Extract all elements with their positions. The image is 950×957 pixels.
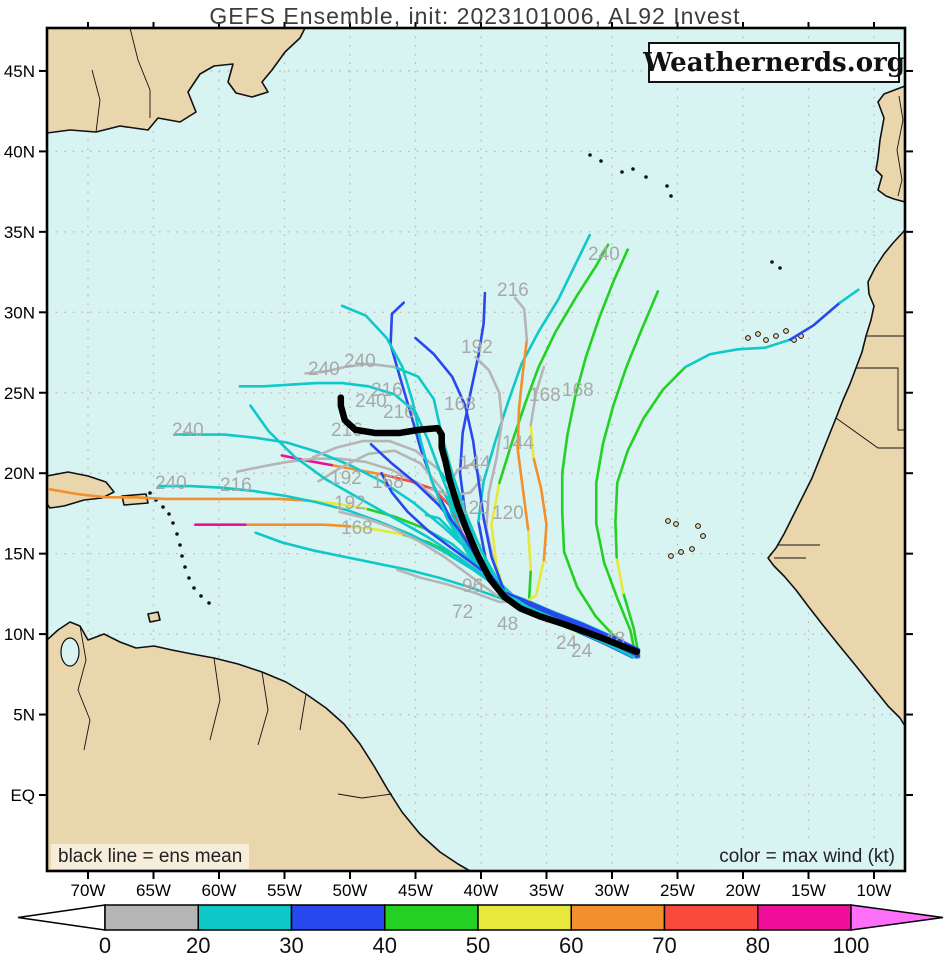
svg-text:50W: 50W (333, 881, 368, 900)
svg-text:192: 192 (334, 493, 366, 514)
svg-text:216: 216 (383, 402, 415, 423)
colorbar-seg-80-100 (757, 904, 852, 931)
colorbar-seg-50-60 (477, 904, 572, 931)
svg-text:192: 192 (330, 468, 362, 489)
colorbar-tick: 30 (279, 933, 303, 957)
svg-text:240: 240 (308, 359, 340, 380)
svg-text:240: 240 (172, 420, 204, 441)
svg-text:240: 240 (155, 473, 187, 494)
svg-text:40N: 40N (4, 142, 35, 161)
colorbar-tick: 40 (373, 933, 397, 957)
svg-text:65W: 65W (136, 881, 171, 900)
svg-text:30N: 30N (4, 303, 35, 322)
wind-colorbar: 0 20 30 40 50 60 70 80 100 (0, 898, 950, 957)
svg-text:240: 240 (344, 351, 376, 372)
legend-max-wind: color = max wind (kt) (712, 844, 902, 869)
svg-text:144: 144 (502, 433, 534, 454)
colorbar-tick: 60 (559, 933, 583, 957)
colorbar-seg-0-20 (104, 904, 199, 931)
colorbar-tick: 70 (652, 933, 676, 957)
svg-text:120: 120 (458, 498, 490, 519)
map-frame (45, 26, 907, 873)
svg-text:70W: 70W (71, 881, 106, 900)
colorbar-tick: 0 (99, 933, 111, 957)
svg-text:45W: 45W (398, 881, 433, 900)
colorbar-tick: 80 (746, 933, 770, 957)
ensemble-mean-track (337, 394, 641, 656)
colorbar-seg-30-40 (290, 904, 386, 931)
svg-text:168: 168 (341, 518, 373, 539)
svg-text:35N: 35N (4, 223, 35, 242)
watermark-box: Weathernerds.org (643, 42, 905, 83)
svg-text:216: 216 (497, 280, 529, 301)
svg-text:EQ: EQ (10, 786, 35, 805)
svg-text:216: 216 (220, 475, 252, 496)
svg-text:96: 96 (462, 576, 483, 597)
legend-ens-mean-text: black line = ens mean (58, 846, 243, 867)
colorbar-tick: 20 (186, 933, 210, 957)
svg-text:192: 192 (461, 337, 493, 358)
svg-text:35W: 35W (529, 881, 564, 900)
svg-text:5N: 5N (13, 706, 35, 725)
svg-text:10W: 10W (857, 881, 892, 900)
svg-text:144: 144 (459, 453, 491, 474)
svg-text:120: 120 (492, 503, 524, 524)
colorbar-canvas: 0 20 30 40 50 60 70 80 100 (17, 904, 944, 957)
svg-text:45N: 45N (4, 62, 35, 81)
svg-text:25W: 25W (660, 881, 695, 900)
svg-text:55W: 55W (267, 881, 302, 900)
svg-text:40W: 40W (464, 881, 499, 900)
svg-text:240: 240 (355, 391, 387, 412)
svg-text:20N: 20N (4, 464, 35, 483)
svg-text:25N: 25N (4, 384, 35, 403)
watermark-text: Weathernerds.org (643, 47, 905, 78)
chart-title: GEFS Ensemble, init: 2023101006, AL92 In… (209, 3, 741, 29)
legend-ens-mean: black line = ens mean (51, 844, 250, 869)
colorbar-seg-60-70 (570, 904, 666, 931)
colorbar-right-arrow (850, 904, 944, 931)
svg-text:20W: 20W (726, 881, 761, 900)
colorbar-tick: 100 (833, 933, 870, 957)
legend-max-wind-text: color = max wind (kt) (719, 846, 895, 867)
svg-text:168: 168 (444, 394, 476, 415)
svg-text:60W: 60W (202, 881, 237, 900)
svg-text:48: 48 (497, 614, 518, 635)
svg-text:168: 168 (529, 385, 561, 406)
svg-text:168: 168 (562, 380, 594, 401)
lake-maracaibo (60, 637, 80, 667)
svg-text:24: 24 (571, 641, 593, 662)
svg-text:10N: 10N (4, 625, 35, 644)
svg-text:72: 72 (452, 602, 473, 623)
colorbar-left-arrow (17, 904, 106, 931)
colorbar-tick: 50 (466, 933, 490, 957)
track-map: 24 24 48 48 72 96 120 120 144 144 168 168 168 168 168 1… (4, 22, 913, 900)
svg-text:30W: 30W (595, 881, 630, 900)
colorbar-seg-40-50 (384, 904, 479, 931)
colorbar-seg-20-30 (197, 904, 293, 931)
svg-text:240: 240 (588, 244, 620, 265)
axis-ticks-labels: 45N 40N 35N 30N 25N 20N 15N 10N 5N EQ 70W 65W 60W 55W… (4, 22, 913, 900)
svg-text:216: 216 (371, 380, 403, 401)
svg-text:24: 24 (556, 633, 578, 654)
colorbar-seg-70-80 (663, 904, 759, 931)
svg-text:15W: 15W (791, 881, 826, 900)
svg-text:15N: 15N (4, 545, 35, 564)
svg-text:168: 168 (372, 472, 404, 493)
